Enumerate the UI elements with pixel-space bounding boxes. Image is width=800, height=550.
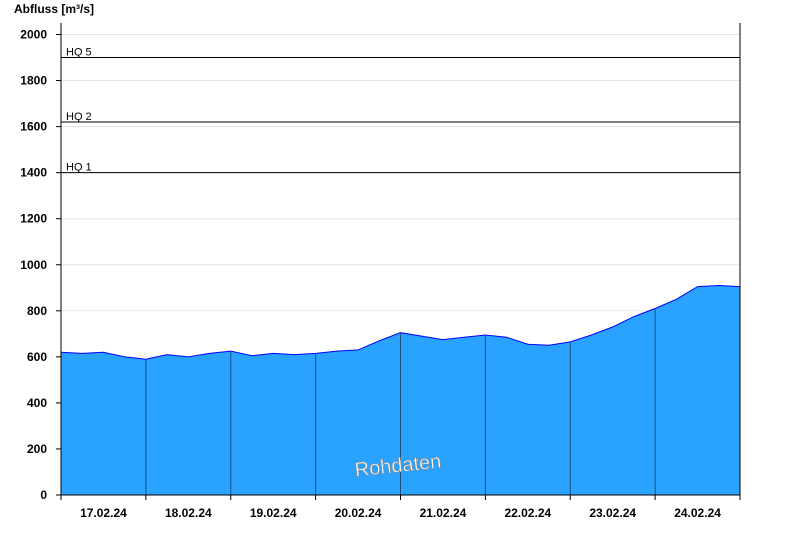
x-tick-label: 17.02.24 — [80, 506, 127, 520]
y-tick-label: 1600 — [20, 120, 47, 134]
y-tick-label: 1200 — [20, 212, 47, 226]
hq-reference-lines: HQ 1 HQ 2 HQ 5 — [61, 47, 740, 174]
y-axis-label: Abfluss [m³/s] — [14, 2, 94, 16]
y-tick-label: 400 — [27, 396, 47, 410]
x-tick-label: 19.02.24 — [250, 506, 297, 520]
x-tick-label: 24.02.24 — [674, 506, 721, 520]
y-tick-label: 200 — [27, 442, 47, 456]
x-tick-label: 20.02.24 — [335, 506, 382, 520]
y-tick-label: 1400 — [20, 166, 47, 180]
x-tick-label: 18.02.24 — [165, 506, 212, 520]
axes: 0 200 400 600 800 1000 1200 1400 1600 1800 2000 17.… — [20, 23, 741, 520]
y-tick-label: 800 — [27, 304, 47, 318]
y-tick-label: 2000 — [20, 28, 47, 42]
y-tick-label: 1800 — [20, 74, 47, 88]
day-separators — [145, 308, 656, 495]
x-tick-label: 21.02.24 — [420, 506, 467, 520]
y-tick-label: 600 — [27, 350, 47, 364]
hq-label: HQ 2 — [66, 111, 92, 123]
y-tick-label: 1000 — [20, 258, 47, 272]
y-tick-label: 0 — [40, 488, 47, 502]
x-tick-label: 22.02.24 — [504, 506, 551, 520]
x-tick-label: 23.02.24 — [589, 506, 636, 520]
hq-label: HQ 1 — [66, 162, 92, 174]
hq-label: HQ 5 — [66, 47, 92, 59]
